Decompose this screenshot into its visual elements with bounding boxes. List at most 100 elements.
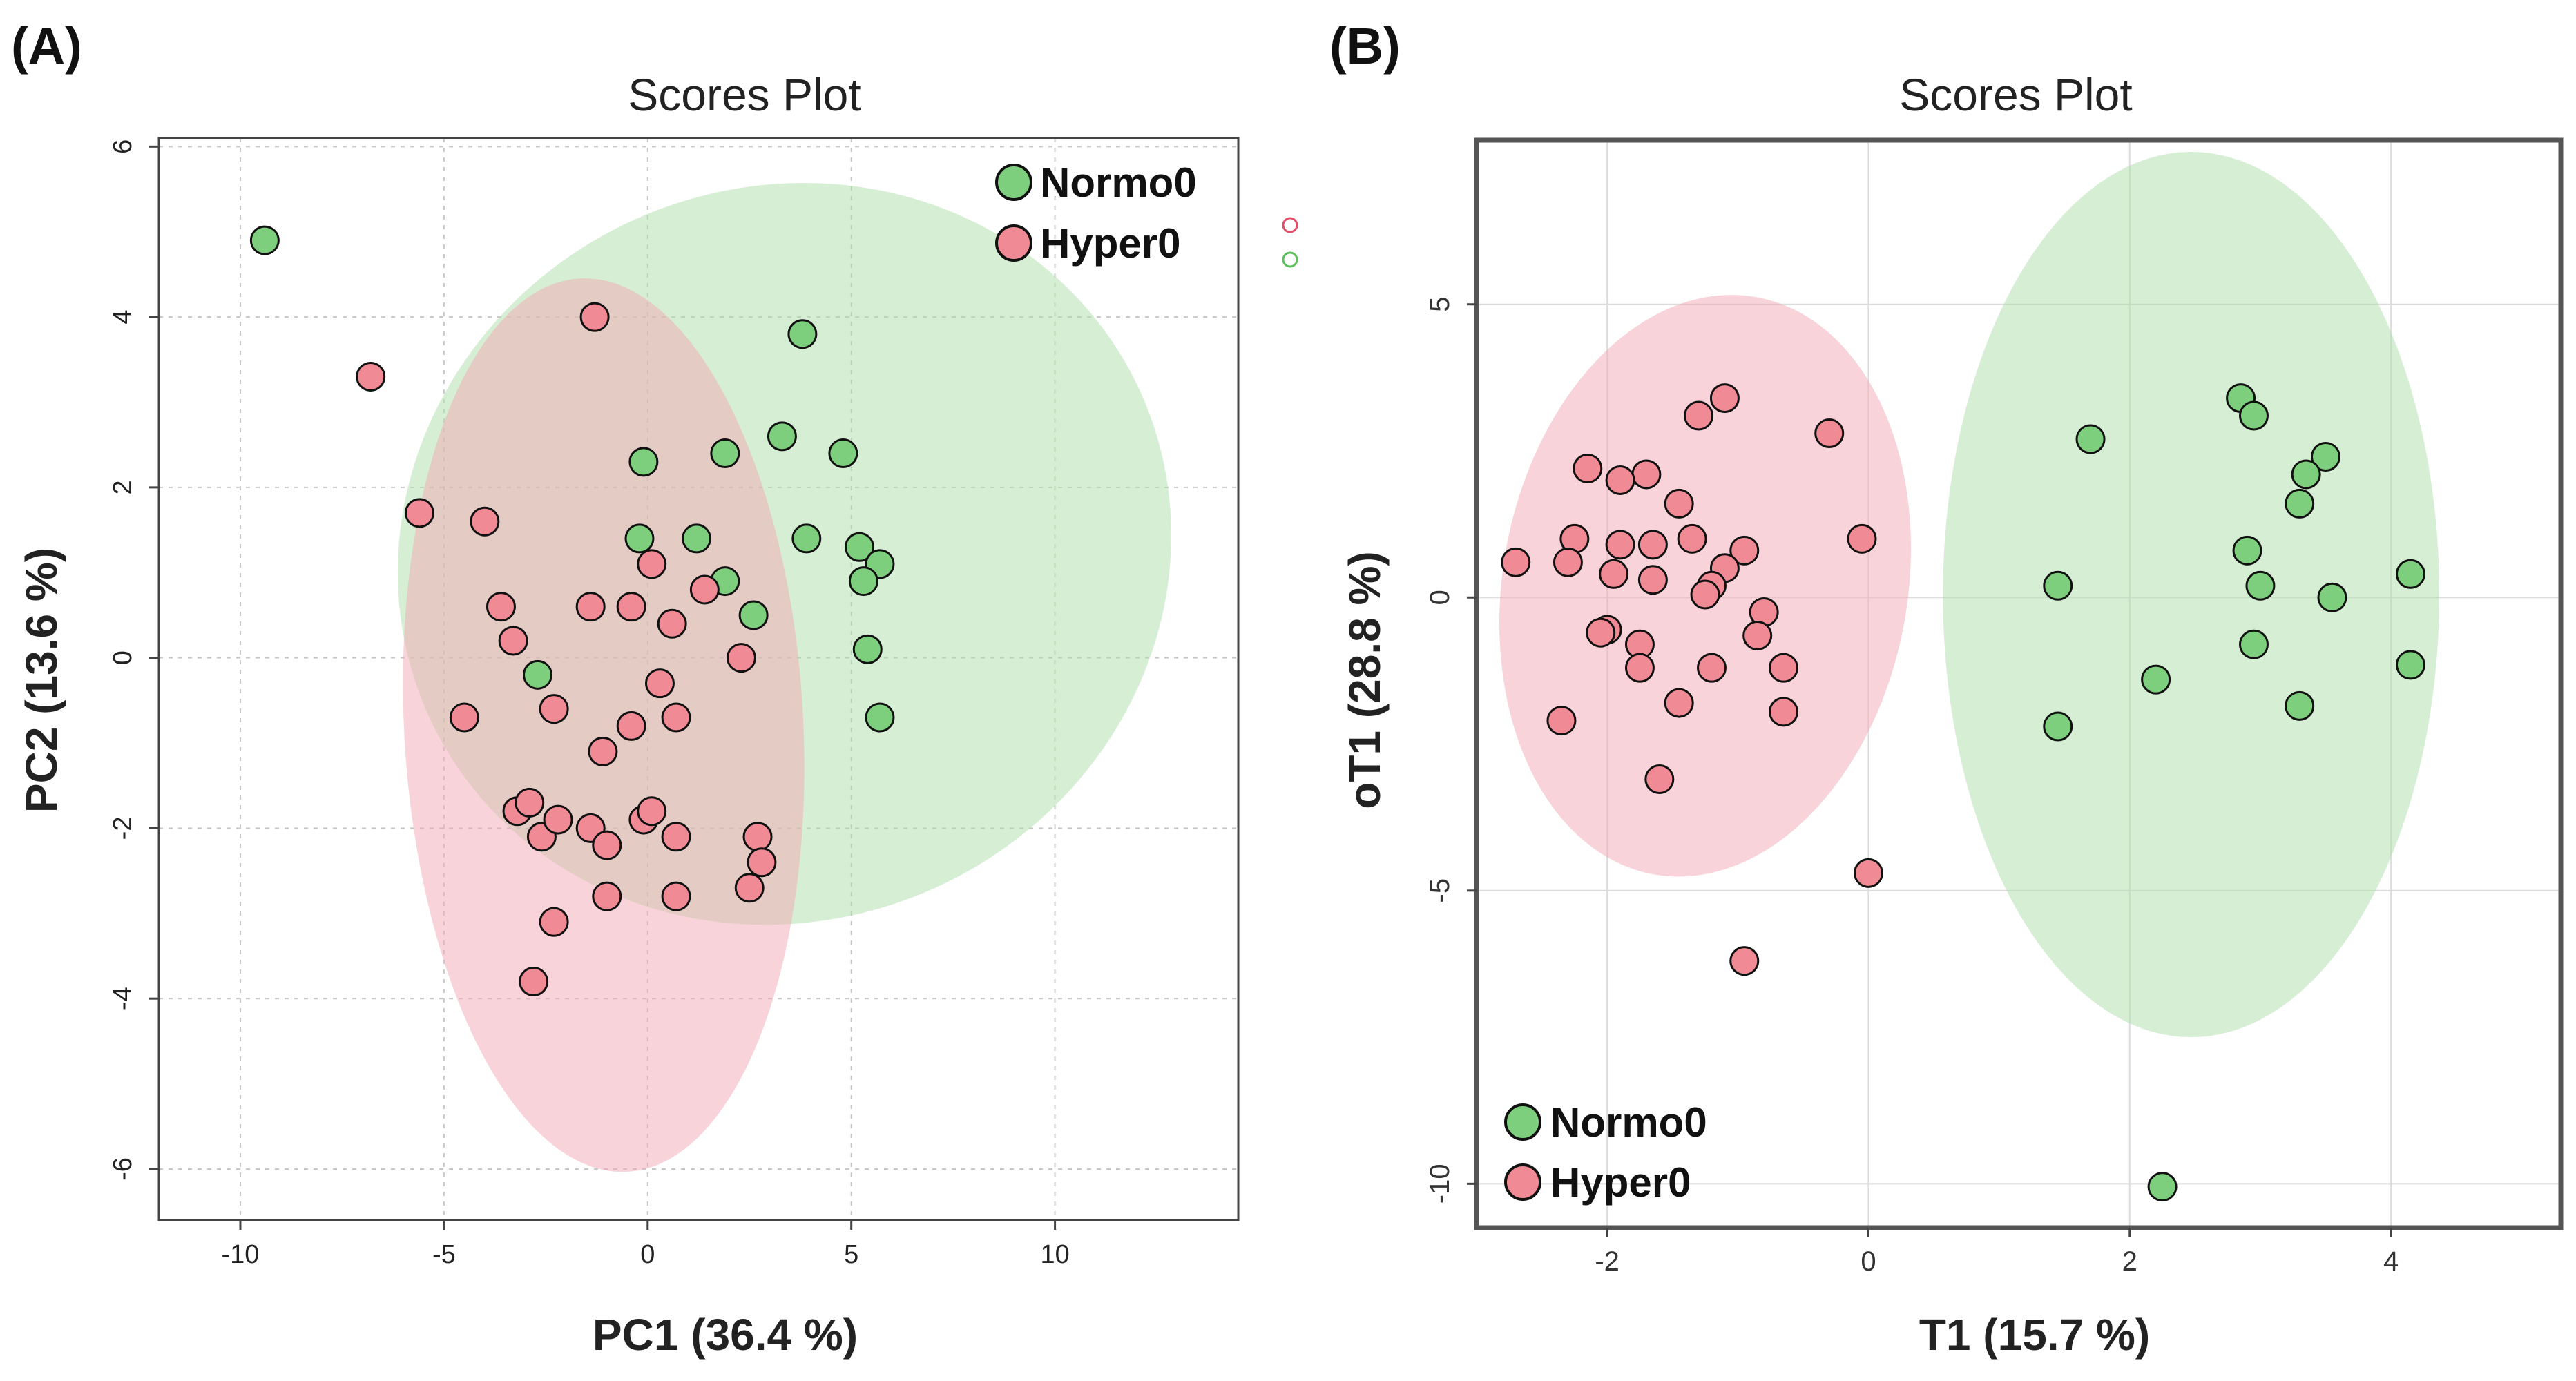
data-point-normo0[interactable] <box>2043 570 2073 601</box>
data-point-hyper0[interactable] <box>539 907 569 937</box>
y-tick-label: -2 <box>108 817 137 840</box>
data-point-hyper0[interactable] <box>657 608 687 639</box>
data-point-normo0[interactable] <box>791 523 822 554</box>
data-point-hyper0[interactable] <box>1586 617 1616 648</box>
data-point-hyper0[interactable] <box>1769 653 1799 683</box>
data-point-normo0[interactable] <box>710 438 740 469</box>
data-point-hyper0[interactable] <box>1696 653 1727 683</box>
data-point-hyper0[interactable] <box>1769 697 1799 727</box>
data-point-normo0[interactable] <box>844 532 874 562</box>
confidence-ellipse-hyper0 <box>403 278 805 1172</box>
data-point-hyper0[interactable] <box>498 626 528 656</box>
data-point-hyper0[interactable] <box>661 881 691 911</box>
data-point-hyper0[interactable] <box>1853 858 1883 888</box>
data-point-normo0[interactable] <box>523 659 553 690</box>
data-point-normo0[interactable] <box>848 566 878 597</box>
data-point-hyper0[interactable] <box>1644 764 1675 794</box>
data-point-hyper0[interactable] <box>644 668 675 699</box>
data-point-normo0[interactable] <box>767 421 797 452</box>
data-point-hyper0[interactable] <box>1664 688 1694 718</box>
data-point-hyper0[interactable] <box>515 787 545 818</box>
data-point-hyper0[interactable] <box>519 967 549 997</box>
data-point-hyper0[interactable] <box>1605 530 1635 560</box>
data-point-hyper0[interactable] <box>592 830 622 860</box>
legend-b-item-hyper[interactable]: Hyper0 <box>1504 1159 1691 1206</box>
data-point-normo0[interactable] <box>2291 459 2321 490</box>
data-point-normo0[interactable] <box>682 523 712 554</box>
data-point-normo0[interactable] <box>628 447 659 477</box>
data-point-hyper0[interactable] <box>449 702 479 733</box>
data-point-hyper0[interactable] <box>689 574 720 605</box>
data-point-normo0[interactable] <box>2317 582 2347 612</box>
data-point-hyper0[interactable] <box>1664 488 1694 519</box>
data-point-normo0[interactable] <box>2395 559 2425 589</box>
data-point-hyper0[interactable] <box>1742 620 1773 650</box>
data-point-hyper0[interactable] <box>470 506 500 537</box>
data-point-hyper0[interactable] <box>592 881 622 911</box>
data-point-normo0[interactable] <box>2395 650 2425 680</box>
data-point-hyper0[interactable] <box>616 592 646 622</box>
data-point-hyper0[interactable] <box>1637 565 1668 595</box>
data-point-hyper0[interactable] <box>1553 547 1583 577</box>
data-point-hyper0[interactable] <box>1637 530 1668 560</box>
data-point-hyper0[interactable] <box>1729 946 1760 976</box>
data-point-hyper0[interactable] <box>539 694 569 724</box>
data-point-normo0[interactable] <box>2311 441 2341 472</box>
data-point-hyper0[interactable] <box>1599 559 1629 589</box>
panel-b-points <box>1501 383 2425 1202</box>
data-point-normo0[interactable] <box>2141 664 2171 695</box>
data-point-normo0[interactable] <box>2285 690 2315 721</box>
data-point-hyper0[interactable] <box>661 702 691 733</box>
data-point-normo0[interactable] <box>2147 1172 2178 1202</box>
data-point-hyper0[interactable] <box>579 302 610 332</box>
data-point-hyper0[interactable] <box>1677 523 1707 554</box>
data-point-hyper0[interactable] <box>1729 535 1760 566</box>
data-point-hyper0[interactable] <box>404 498 434 528</box>
panel-b-x-ticks: -2 0 2 4 <box>1595 1228 2399 1277</box>
data-point-hyper0[interactable] <box>747 847 777 878</box>
data-point-normo0[interactable] <box>2075 424 2106 454</box>
data-point-hyper0[interactable] <box>356 361 386 392</box>
data-point-hyper0[interactable] <box>1690 579 1720 610</box>
panel-a: (A) Scores Plot -10 -5 0 5 10 -6 -4 -2 0 2 4 6 PC1… <box>11 17 1298 1360</box>
data-point-normo0[interactable] <box>828 438 858 469</box>
legend-b-item-normo[interactable]: Normo0 <box>1504 1099 1707 1146</box>
data-point-normo0[interactable] <box>852 634 883 664</box>
data-point-normo0[interactable] <box>738 600 769 630</box>
data-point-hyper0[interactable] <box>575 592 606 622</box>
legend-a-item-hyper[interactable]: Hyper0 <box>995 220 1180 267</box>
data-point-normo0[interactable] <box>624 523 655 554</box>
data-point-hyper0[interactable] <box>588 736 618 766</box>
data-point-normo0[interactable] <box>2043 711 2073 742</box>
data-point-hyper0[interactable] <box>661 822 691 852</box>
data-point-hyper0[interactable] <box>1709 383 1740 414</box>
legend-a-item-normo[interactable]: Normo0 <box>995 160 1197 206</box>
data-point-hyper0[interactable] <box>1624 653 1655 683</box>
data-point-hyper0[interactable] <box>734 873 765 903</box>
data-point-normo0[interactable] <box>249 225 280 255</box>
x-tick-label: 4 <box>2383 1246 2399 1277</box>
data-point-normo0[interactable] <box>2238 629 2269 659</box>
data-point-normo0[interactable] <box>2238 400 2269 431</box>
data-point-normo0[interactable] <box>787 319 818 349</box>
data-point-normo0[interactable] <box>2232 535 2262 566</box>
data-point-normo0[interactable] <box>2245 570 2276 601</box>
data-point-hyper0[interactable] <box>1684 400 1714 431</box>
data-point-hyper0[interactable] <box>637 796 667 827</box>
data-point-hyper0[interactable] <box>1501 547 1531 577</box>
data-point-normo0[interactable] <box>2285 488 2315 519</box>
data-point-hyper0[interactable] <box>543 804 573 835</box>
data-point-hyper0[interactable] <box>1573 453 1603 483</box>
data-point-hyper0[interactable] <box>742 822 773 852</box>
data-point-hyper0[interactable] <box>1847 523 1877 554</box>
data-point-hyper0[interactable] <box>486 592 516 622</box>
data-point-normo0[interactable] <box>865 702 895 733</box>
data-point-hyper0[interactable] <box>1546 706 1577 736</box>
data-point-hyper0[interactable] <box>1605 465 1635 495</box>
data-point-hyper0[interactable] <box>1631 459 1662 490</box>
data-point-hyper0[interactable] <box>616 711 646 741</box>
data-point-hyper0[interactable] <box>726 643 756 673</box>
panel-a-ellipses <box>397 183 1171 1172</box>
data-point-hyper0[interactable] <box>1814 418 1845 449</box>
data-point-hyper0[interactable] <box>637 549 667 579</box>
